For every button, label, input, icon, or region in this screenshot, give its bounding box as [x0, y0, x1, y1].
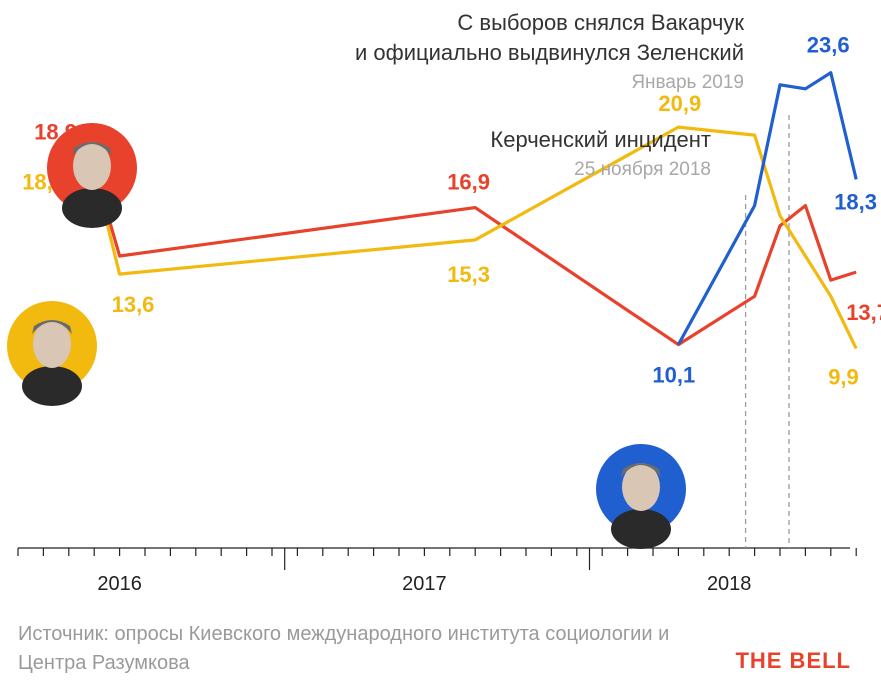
x-tick-label: 2018 [707, 573, 752, 595]
series-line-1 [92, 125, 858, 350]
data-label: 15,3 [447, 262, 490, 287]
annotation-vakarchuk-title: С выборов снялся Вакарчук и официально в… [354, 10, 744, 65]
series-line-2 [676, 71, 858, 346]
data-label: 10,1 [652, 363, 695, 388]
source-note: Источник: опросы Киевского международног… [18, 623, 670, 674]
x-tick-label: 2016 [97, 573, 142, 595]
zelensky-portrait [596, 444, 686, 549]
series-line-0 [92, 166, 857, 347]
annotation-vakarchuk-date: Январь 2019 [631, 72, 744, 93]
data-label: 13,6 [112, 292, 155, 317]
data-label: 16,9 [447, 170, 490, 195]
data-label: 18,3 [834, 189, 877, 214]
data-label: 13,7 [846, 300, 881, 325]
data-label: 20,9 [658, 91, 701, 116]
poroshenko-portrait [47, 123, 137, 228]
annotation-kerch-title: Керченский инцидент [490, 127, 711, 152]
x-tick-label: 2017 [402, 573, 447, 595]
annotation-kerch-date: 25 ноября 2018 [574, 159, 711, 180]
tymoshenko-portrait [7, 301, 97, 406]
data-label: 9,9 [828, 365, 859, 390]
brand-logo: THE BELL [735, 648, 851, 673]
data-label: 23,6 [807, 33, 850, 58]
